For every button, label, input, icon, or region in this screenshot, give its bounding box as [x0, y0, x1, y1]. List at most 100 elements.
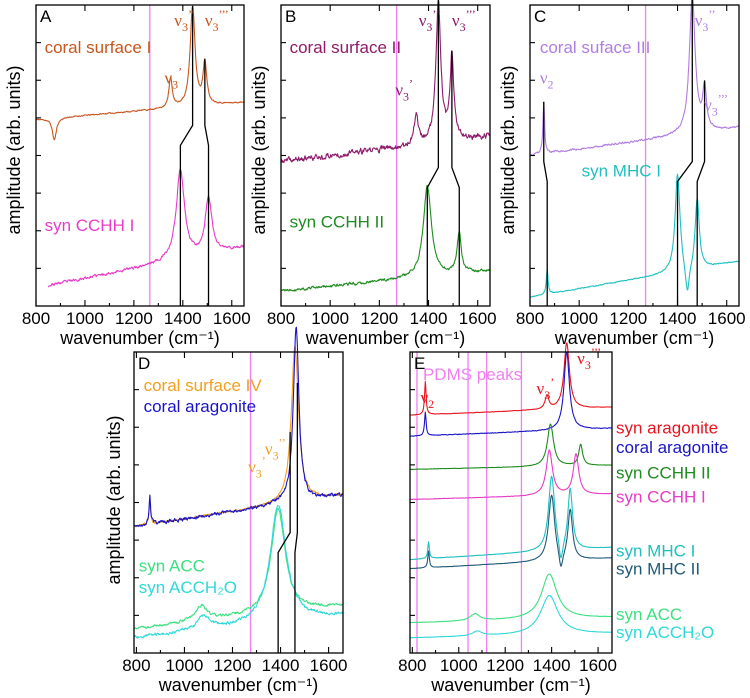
- series-label: syn ACCH₂O: [616, 623, 714, 642]
- nu-label: ν3’’’: [704, 91, 728, 118]
- series-syn-cchh-ii: [409, 423, 613, 471]
- series-syn-acch-o: [133, 505, 344, 639]
- x-tick-label: 1000: [440, 656, 478, 675]
- nu-label: ν3’: [164, 64, 182, 91]
- peak-guide-line: [676, 0, 693, 306]
- x-tick-label: 1200: [214, 656, 252, 675]
- x-axis-label: wavenumber (cm⁻¹): [554, 328, 715, 348]
- peak-guide-line: [204, 58, 210, 306]
- series-coral-aragonite: [133, 326, 344, 528]
- peak-guide-line: [426, 0, 440, 306]
- series-syn-acc: [409, 573, 613, 624]
- series-label: coral aragonite: [616, 438, 728, 457]
- nu-label: ν3’’’: [452, 7, 476, 34]
- y-axis-label: amplitude (arb. units): [498, 65, 518, 234]
- peak-guide-line: [179, 5, 194, 306]
- x-axis-label: wavenumber (cm⁻¹): [305, 328, 466, 348]
- series-label: coral suface III: [540, 38, 651, 57]
- series-syn-mhc-ii: [409, 494, 613, 570]
- series-label: syn CCHH I: [616, 488, 706, 507]
- x-tick-label: 1400: [262, 656, 300, 675]
- x-tick-label: 800: [398, 656, 426, 675]
- nu-label: ν2: [420, 388, 434, 411]
- x-tick-label: 1000: [311, 309, 349, 328]
- x-tick-label: 1400: [410, 309, 448, 328]
- series-label: syn MHC I: [582, 162, 661, 181]
- series-label: syn ACC: [139, 557, 205, 576]
- peak-guide-line: [696, 80, 706, 306]
- series-syn-cchh-i: [47, 169, 245, 288]
- x-tick-label: 800: [22, 309, 50, 328]
- series-label: syn CCHH I: [45, 216, 135, 235]
- x-tick-label: 1200: [609, 309, 647, 328]
- nu-label: ν3’’: [174, 7, 195, 34]
- x-tick-label: 1400: [659, 309, 697, 328]
- nu-label: ν3’’: [265, 435, 286, 462]
- panel-letter: C: [534, 7, 546, 26]
- series-label: coral surface II: [290, 38, 402, 57]
- panel-letter: D: [138, 354, 150, 373]
- y-axis-label: amplitude (arb. units): [249, 65, 269, 234]
- series-coral-aragonite: [409, 351, 613, 437]
- x-tick-label: 800: [122, 656, 150, 675]
- x-axis-label: wavenumber (cm⁻¹): [59, 328, 220, 348]
- pdms-peaks-label: PDMS peaks: [423, 365, 522, 384]
- series-label: syn CCHH II: [616, 463, 710, 482]
- series-coral-surface-iv: [133, 345, 344, 528]
- x-tick-label: 1400: [164, 309, 202, 328]
- series-syn-acc: [133, 507, 344, 630]
- series-label: syn MHC II: [616, 560, 700, 579]
- panel-letter: B: [285, 7, 296, 26]
- nu-label: ν3’: [537, 375, 555, 402]
- x-tick-label: 1600: [459, 309, 497, 328]
- x-tick-label: 1000: [66, 309, 104, 328]
- series-syn-acch-o: [409, 594, 613, 639]
- nu-label: ν3’’’: [205, 7, 229, 34]
- series-label: coral surface IV: [144, 376, 263, 395]
- series-label: syn MHC I: [616, 542, 695, 561]
- x-tick-label: 800: [267, 309, 295, 328]
- nu-label: ν3’’: [695, 7, 716, 34]
- x-axis-label: wavenumber (cm⁻¹): [430, 675, 591, 695]
- y-axis-label: amplitude (arb. units): [104, 415, 124, 584]
- series-syn-mhc-i: [409, 475, 613, 561]
- x-tick-label: 1200: [115, 309, 153, 328]
- peak-guide-line: [277, 432, 291, 653]
- panel-letter: A: [40, 7, 52, 26]
- peak-guide-line: [451, 50, 460, 306]
- x-tick-label: 1600: [310, 656, 348, 675]
- series-label: syn CCHH II: [290, 213, 384, 232]
- series-syn-cchh-i: [409, 449, 613, 501]
- nu-label: ν3’: [248, 453, 266, 480]
- x-tick-label: 1000: [166, 656, 204, 675]
- x-tick-label: 1600: [579, 656, 617, 675]
- x-tick-label: 1400: [533, 656, 571, 675]
- panel-letter: E: [414, 354, 425, 373]
- x-tick-label: 1600: [708, 309, 746, 328]
- x-tick-label: 1000: [560, 309, 598, 328]
- series-syn-mhc-i: [529, 173, 740, 298]
- series-syn-cchh-ii: [280, 184, 491, 292]
- series-coral-surface-ii: [280, 0, 491, 164]
- plot-frame: [409, 351, 613, 654]
- nu-label: ν3’’: [419, 7, 440, 34]
- series-label: coral surface I: [45, 38, 152, 57]
- series-label: syn aragonite: [616, 418, 718, 437]
- series-label: coral aragonite: [144, 397, 256, 416]
- x-axis-label: wavenumber (cm⁻¹): [158, 675, 319, 695]
- peak-guide-line: [294, 382, 299, 653]
- x-tick-label: 1600: [213, 309, 251, 328]
- x-tick-label: 800: [516, 309, 544, 328]
- nu-label: ν2: [540, 68, 554, 91]
- peak-guide-line: [543, 101, 548, 306]
- y-axis-label: amplitude (arb. units): [4, 65, 24, 234]
- nu-label: ν3’: [395, 76, 413, 103]
- series-syn-aragonite: [409, 342, 613, 416]
- series-label: syn ACCH₂O: [139, 578, 237, 597]
